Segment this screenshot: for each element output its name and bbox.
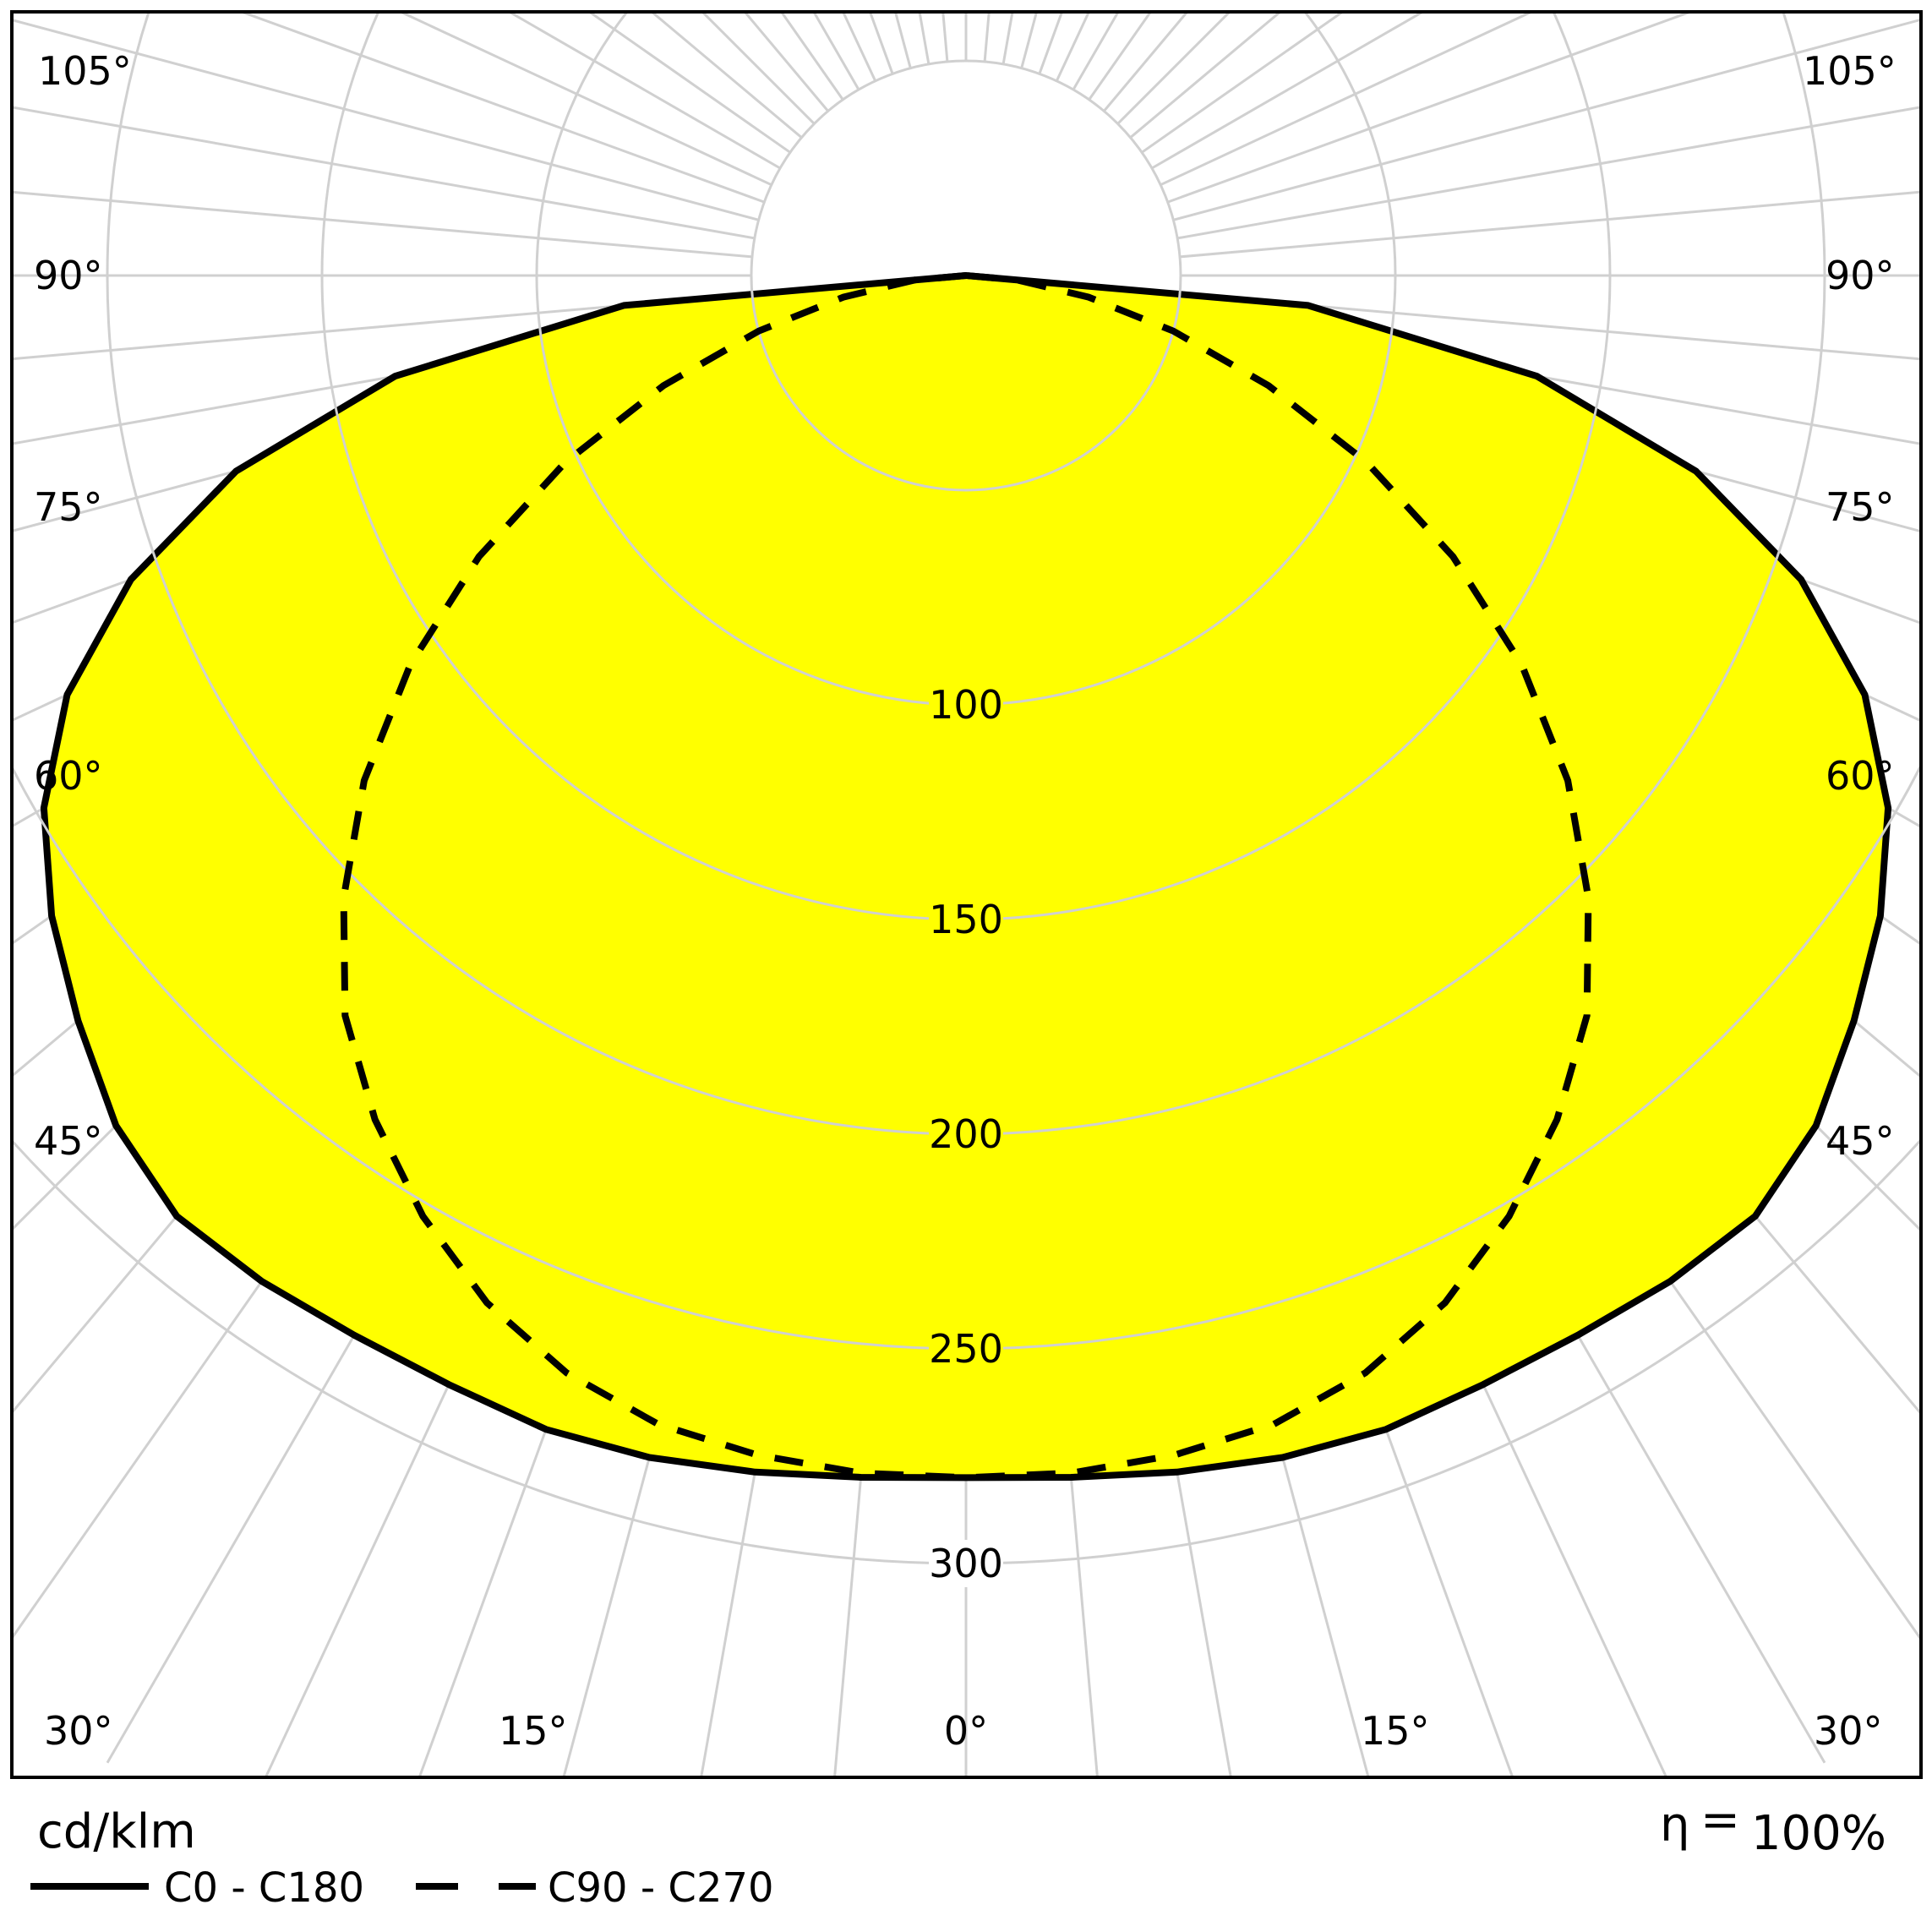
radial-label-250: 250 bbox=[929, 1326, 1003, 1372]
efficiency-value: 100% bbox=[1751, 1806, 1886, 1861]
grid-ray-neg-95 bbox=[12, 190, 753, 259]
radial-label-150: 150 bbox=[929, 897, 1003, 942]
angle-label-90-left: 90° bbox=[34, 253, 103, 298]
grid-ray-100 bbox=[1176, 106, 1921, 240]
radial-label-bg-150 bbox=[929, 896, 1003, 943]
grid-ray-neg-110 bbox=[237, 12, 765, 204]
angle-label-15-left: 15° bbox=[499, 1708, 568, 1754]
angle-label-30-left: 30° bbox=[44, 1708, 113, 1754]
radial-label-200: 200 bbox=[929, 1111, 1003, 1157]
angle-label-105-right: 105° bbox=[1803, 48, 1897, 94]
angle-label-75-left: 75° bbox=[34, 484, 103, 530]
unit-label: cd/klm bbox=[37, 1804, 196, 1859]
grid-ray-neg-120 bbox=[506, 12, 781, 170]
grid-ray-neg-105 bbox=[12, 18, 760, 221]
legend-label-c0-c180: C0 - C180 bbox=[164, 1864, 364, 1912]
angle-label-90-right: 90° bbox=[1826, 253, 1895, 298]
grid-ray-120 bbox=[1151, 12, 1426, 170]
radial-label-100: 100 bbox=[929, 682, 1003, 728]
angle-label-60-left: 60° bbox=[34, 753, 103, 799]
series-c0-c180-curve bbox=[40, 272, 1892, 1482]
angle-label-0: 0° bbox=[944, 1708, 988, 1754]
grid-ray-110 bbox=[1167, 12, 1695, 204]
angle-label-75-right: 75° bbox=[1826, 484, 1895, 530]
series-c90-c270-curve bbox=[340, 272, 1592, 1482]
radial-label-bg-100 bbox=[929, 681, 1003, 729]
grid-circle-50 bbox=[750, 59, 1182, 492]
radial-label-bg-250 bbox=[929, 1325, 1003, 1373]
legend-label-c90-c270: C90 - C270 bbox=[548, 1864, 774, 1912]
grid-ray-105 bbox=[1172, 18, 1921, 221]
grid-ray-85 bbox=[1179, 292, 1921, 361]
angle-label-15-right: 15° bbox=[1361, 1708, 1430, 1754]
angle-label-105-left: 105° bbox=[38, 48, 132, 94]
grid-ray-95 bbox=[1179, 190, 1921, 259]
grid-ray-115 bbox=[1160, 12, 1535, 187]
efficiency-symbol: η bbox=[1660, 1798, 1690, 1853]
grid-ray-neg-115 bbox=[397, 12, 772, 187]
grid-ray-neg-85 bbox=[12, 292, 753, 361]
angle-label-45-right: 45° bbox=[1826, 1118, 1895, 1164]
efficiency-equals: = bbox=[1700, 1793, 1740, 1847]
angle-label-60-right: 60° bbox=[1826, 753, 1895, 799]
plot-frame bbox=[10, 10, 1923, 1779]
angle-label-30-right: 30° bbox=[1814, 1708, 1883, 1754]
radial-label-bg-300 bbox=[929, 1540, 1003, 1587]
radial-label-300: 300 bbox=[929, 1541, 1003, 1586]
radial-tick-labels: 100 150 200 250 300 bbox=[929, 681, 1003, 1587]
angle-label-45-left: 45° bbox=[34, 1118, 103, 1164]
radial-label-bg-200 bbox=[929, 1111, 1003, 1158]
grid-ray-neg-100 bbox=[12, 106, 756, 240]
